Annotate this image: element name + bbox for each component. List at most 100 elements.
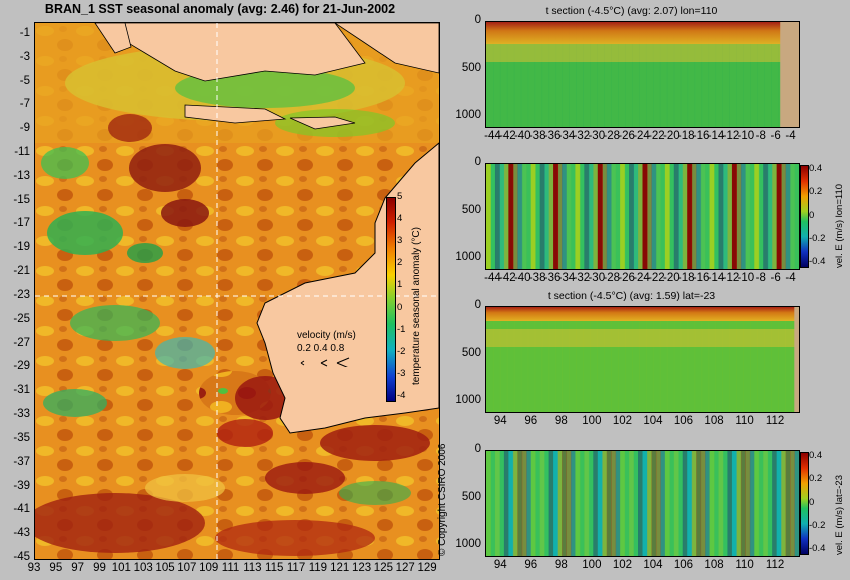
section-stripe xyxy=(750,22,758,127)
section-stripe xyxy=(499,451,505,556)
section-stripe xyxy=(597,22,605,127)
section-stripe xyxy=(584,451,590,556)
section-stripe xyxy=(615,451,621,556)
section-stripe xyxy=(794,164,799,269)
map-lat-tick: -37 xyxy=(13,455,30,468)
panel-x-tick: -32 xyxy=(573,272,591,284)
map-lat-tick: -1 xyxy=(19,26,30,39)
section-stripe xyxy=(691,164,697,269)
section-stripe xyxy=(527,307,536,412)
panel-depth-tick: 0 xyxy=(474,299,481,311)
section-stripe xyxy=(553,451,559,556)
section-panel[interactable] xyxy=(485,306,800,413)
section-stripe xyxy=(548,22,557,127)
section-stripe xyxy=(620,164,626,269)
section-stripe xyxy=(512,164,518,269)
section-stripe xyxy=(576,22,584,127)
section-stripe xyxy=(530,164,536,269)
map-lat-tick: -5 xyxy=(19,74,30,87)
section-stripe xyxy=(632,22,640,127)
sst-anomaly-map[interactable] xyxy=(34,22,440,560)
section-stripe xyxy=(700,164,706,269)
velocity-colorbar xyxy=(800,452,809,555)
sst-colorbar-tick: -1 xyxy=(397,323,406,335)
map-lat-tick: -15 xyxy=(13,193,30,206)
section-stripe xyxy=(646,164,652,269)
section-stripe xyxy=(597,307,605,412)
section-stripe xyxy=(729,22,737,127)
section-stripe xyxy=(714,451,720,556)
section-stripe xyxy=(673,451,679,556)
section-stripe xyxy=(639,307,647,412)
section-stripe xyxy=(754,451,760,556)
sst-colorbar-tick: -3 xyxy=(397,367,406,379)
section-stripe xyxy=(652,307,661,412)
section-stripe xyxy=(680,307,689,412)
panel-depth-tick: 0 xyxy=(474,156,481,168)
section-stripe xyxy=(666,22,675,127)
sst-colorbar-tick: 5 xyxy=(397,191,403,202)
section-stripe xyxy=(669,164,675,269)
panel-x-tick: 100 xyxy=(582,559,602,571)
panel-x-tick: 96 xyxy=(524,415,538,427)
section-stripe xyxy=(680,22,689,127)
panel-x-tick: 106 xyxy=(673,559,694,571)
section-panel[interactable] xyxy=(485,163,800,270)
panel-x-tick: -42 xyxy=(499,272,516,284)
map-lon-tick: 93 xyxy=(27,562,41,574)
section-stripe xyxy=(620,451,626,556)
section-stripe xyxy=(597,164,603,269)
panel-depth-tick: 1000 xyxy=(455,109,481,122)
section-stripe xyxy=(562,164,567,269)
panel-x-tick: -40 xyxy=(513,130,531,142)
section-stripe xyxy=(629,164,635,269)
section-warm-layer xyxy=(486,22,799,44)
section-stripe xyxy=(527,22,536,127)
velocity-colorbar-tick: 0 xyxy=(809,209,815,221)
panel-x-tick: -36 xyxy=(543,272,561,284)
panel-x-tick: -38 xyxy=(528,130,546,142)
section-stripe xyxy=(772,451,778,556)
section-stripe xyxy=(790,451,796,556)
section-stripe xyxy=(555,307,564,412)
panel-x-tick: -8 xyxy=(755,272,766,284)
panel-x-tick: 106 xyxy=(673,415,694,427)
panel-x-tick: 104 xyxy=(643,415,663,427)
section-stripe xyxy=(494,451,500,556)
panel-x-tick: 102 xyxy=(612,415,632,427)
section-stripe xyxy=(520,307,529,412)
map-title: BRAN_1 SST seasonal anomaly (avg: 2.46) … xyxy=(44,2,396,16)
velocity-colorbar-tick: 0 xyxy=(809,496,815,508)
section-stripe xyxy=(544,164,550,269)
velocity-key-arrows xyxy=(300,357,350,367)
section-stripe xyxy=(583,22,591,127)
section-stripe xyxy=(508,451,514,556)
section-stripe xyxy=(767,164,773,269)
section-stripe xyxy=(534,22,543,127)
section-stripe xyxy=(745,164,751,269)
velocity-key-values: 0.2 0.4 0.8 xyxy=(297,343,345,354)
velocity-key-label: velocity (m/s) xyxy=(297,330,356,341)
map-lon-tick: 105 xyxy=(155,562,175,574)
map-lon-tick: 109 xyxy=(199,562,219,574)
section-stripe xyxy=(754,164,760,269)
panel-x-tick: -28 xyxy=(603,130,620,142)
section-stripe xyxy=(790,164,796,269)
section-panel[interactable] xyxy=(485,450,800,557)
section-panel[interactable] xyxy=(485,21,800,128)
panel-x-tick: 108 xyxy=(704,415,724,427)
section-stripe xyxy=(655,164,661,269)
map-lat-tick: -25 xyxy=(13,312,30,325)
map-lon-tick: 101 xyxy=(111,562,131,574)
sst-colorbar-tick: 2 xyxy=(397,257,403,269)
section-stripe xyxy=(499,164,505,269)
section-stripe xyxy=(633,451,639,556)
panel-x-tick: -8 xyxy=(755,130,766,142)
panel-x-tick: 100 xyxy=(582,415,602,427)
section-stripe xyxy=(492,307,501,412)
section-stripe xyxy=(593,451,599,556)
section-stripe xyxy=(606,451,612,556)
section-stripe xyxy=(490,451,496,556)
section-stripe xyxy=(579,451,585,556)
panel-depth-tick: 1000 xyxy=(455,394,481,407)
